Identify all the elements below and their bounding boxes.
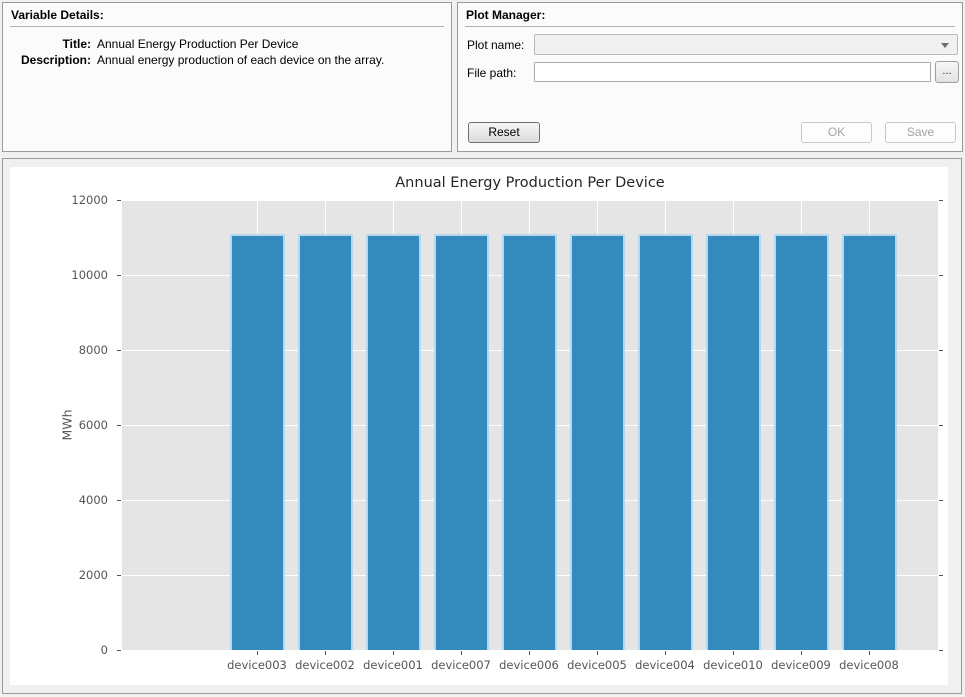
chart-panel: Annual Energy Production Per Device MWh …	[2, 158, 962, 694]
chart-figure: Annual Energy Production Per Device MWh …	[10, 167, 948, 685]
y-tick-mark-right	[939, 275, 943, 276]
y-tick-label: 6000	[78, 418, 108, 432]
ok-button[interactable]: OK	[801, 122, 872, 143]
bar	[229, 234, 285, 650]
x-tick-label: device001	[363, 658, 423, 672]
x-tick-label: device005	[567, 658, 627, 672]
y-tick-mark	[117, 200, 121, 201]
gridline-h	[122, 200, 938, 201]
plot-manager-header: Plot Manager:	[466, 8, 546, 22]
description-row: Description: Annual energy production of…	[9, 53, 445, 67]
description-label: Description:	[20, 53, 91, 67]
x-tick-mark	[393, 651, 394, 655]
x-tick-mark	[325, 651, 326, 655]
bar	[637, 234, 693, 650]
x-tick-mark	[529, 651, 530, 655]
variable-details-header: Variable Details:	[11, 8, 104, 22]
file-path-label: File path:	[467, 66, 517, 80]
y-tick-mark-right	[939, 650, 943, 651]
title-label: Title:	[62, 37, 91, 51]
y-tick-mark-right	[939, 350, 943, 351]
y-tick-mark	[117, 350, 121, 351]
x-tick-label: device003	[227, 658, 287, 672]
x-tick-label: device009	[771, 658, 831, 672]
y-tick-label: 8000	[78, 343, 108, 357]
x-tick-mark	[665, 651, 666, 655]
plot-area	[122, 200, 938, 650]
x-tick-mark	[257, 651, 258, 655]
variable-details-panel: Variable Details: Title: Annual Energy P…	[2, 2, 452, 152]
browse-button[interactable]: ...	[935, 61, 959, 83]
plot-name-label: Plot name:	[467, 38, 525, 52]
x-tick-label: device002	[295, 658, 355, 672]
y-tick-mark-right	[939, 425, 943, 426]
chevron-down-icon	[941, 43, 949, 48]
x-tick-label: device008	[839, 658, 899, 672]
x-tick-label: device006	[499, 658, 559, 672]
y-tick-mark-right	[939, 200, 943, 201]
bar	[501, 234, 557, 650]
x-tick-label: device010	[703, 658, 763, 672]
y-tick-label: 4000	[78, 493, 108, 507]
title-value: Annual Energy Production Per Device	[97, 37, 299, 51]
x-tick-mark	[461, 651, 462, 655]
bar	[841, 234, 897, 650]
x-tick-mark	[597, 651, 598, 655]
bar	[297, 234, 353, 650]
bar	[773, 234, 829, 650]
x-tick-mark	[733, 651, 734, 655]
save-button[interactable]: Save	[885, 122, 956, 143]
y-tick-mark	[117, 425, 121, 426]
y-tick-label: 12000	[71, 193, 108, 207]
y-tick-mark	[117, 575, 121, 576]
chart-title: Annual Energy Production Per Device	[395, 175, 665, 191]
description-value: Annual energy production of each device …	[97, 53, 385, 67]
header-separator	[10, 26, 444, 27]
file-path-input[interactable]	[534, 62, 931, 82]
y-tick-mark-right	[939, 500, 943, 501]
x-tick-mark	[869, 651, 870, 655]
bar	[433, 234, 489, 650]
y-tick-mark	[117, 275, 121, 276]
bar	[365, 234, 421, 650]
y-tick-mark	[117, 650, 121, 651]
header-separator	[465, 26, 955, 27]
bar	[569, 234, 625, 650]
reset-button[interactable]: Reset	[468, 122, 540, 143]
x-tick-label: device007	[431, 658, 491, 672]
plot-name-dropdown[interactable]	[534, 34, 958, 55]
plot-name-selected-value	[535, 37, 540, 51]
bar	[705, 234, 761, 650]
y-tick-label: 10000	[71, 268, 108, 282]
y-tick-label: 2000	[78, 568, 108, 582]
plot-manager-panel: Plot Manager: Plot name: File path: ... …	[457, 2, 963, 152]
y-tick-mark	[117, 500, 121, 501]
x-tick-label: device004	[635, 658, 695, 672]
title-row: Title: Annual Energy Production Per Devi…	[9, 37, 445, 51]
y-tick-label: 0	[100, 643, 108, 657]
x-tick-mark	[801, 651, 802, 655]
y-tick-mark-right	[939, 575, 943, 576]
